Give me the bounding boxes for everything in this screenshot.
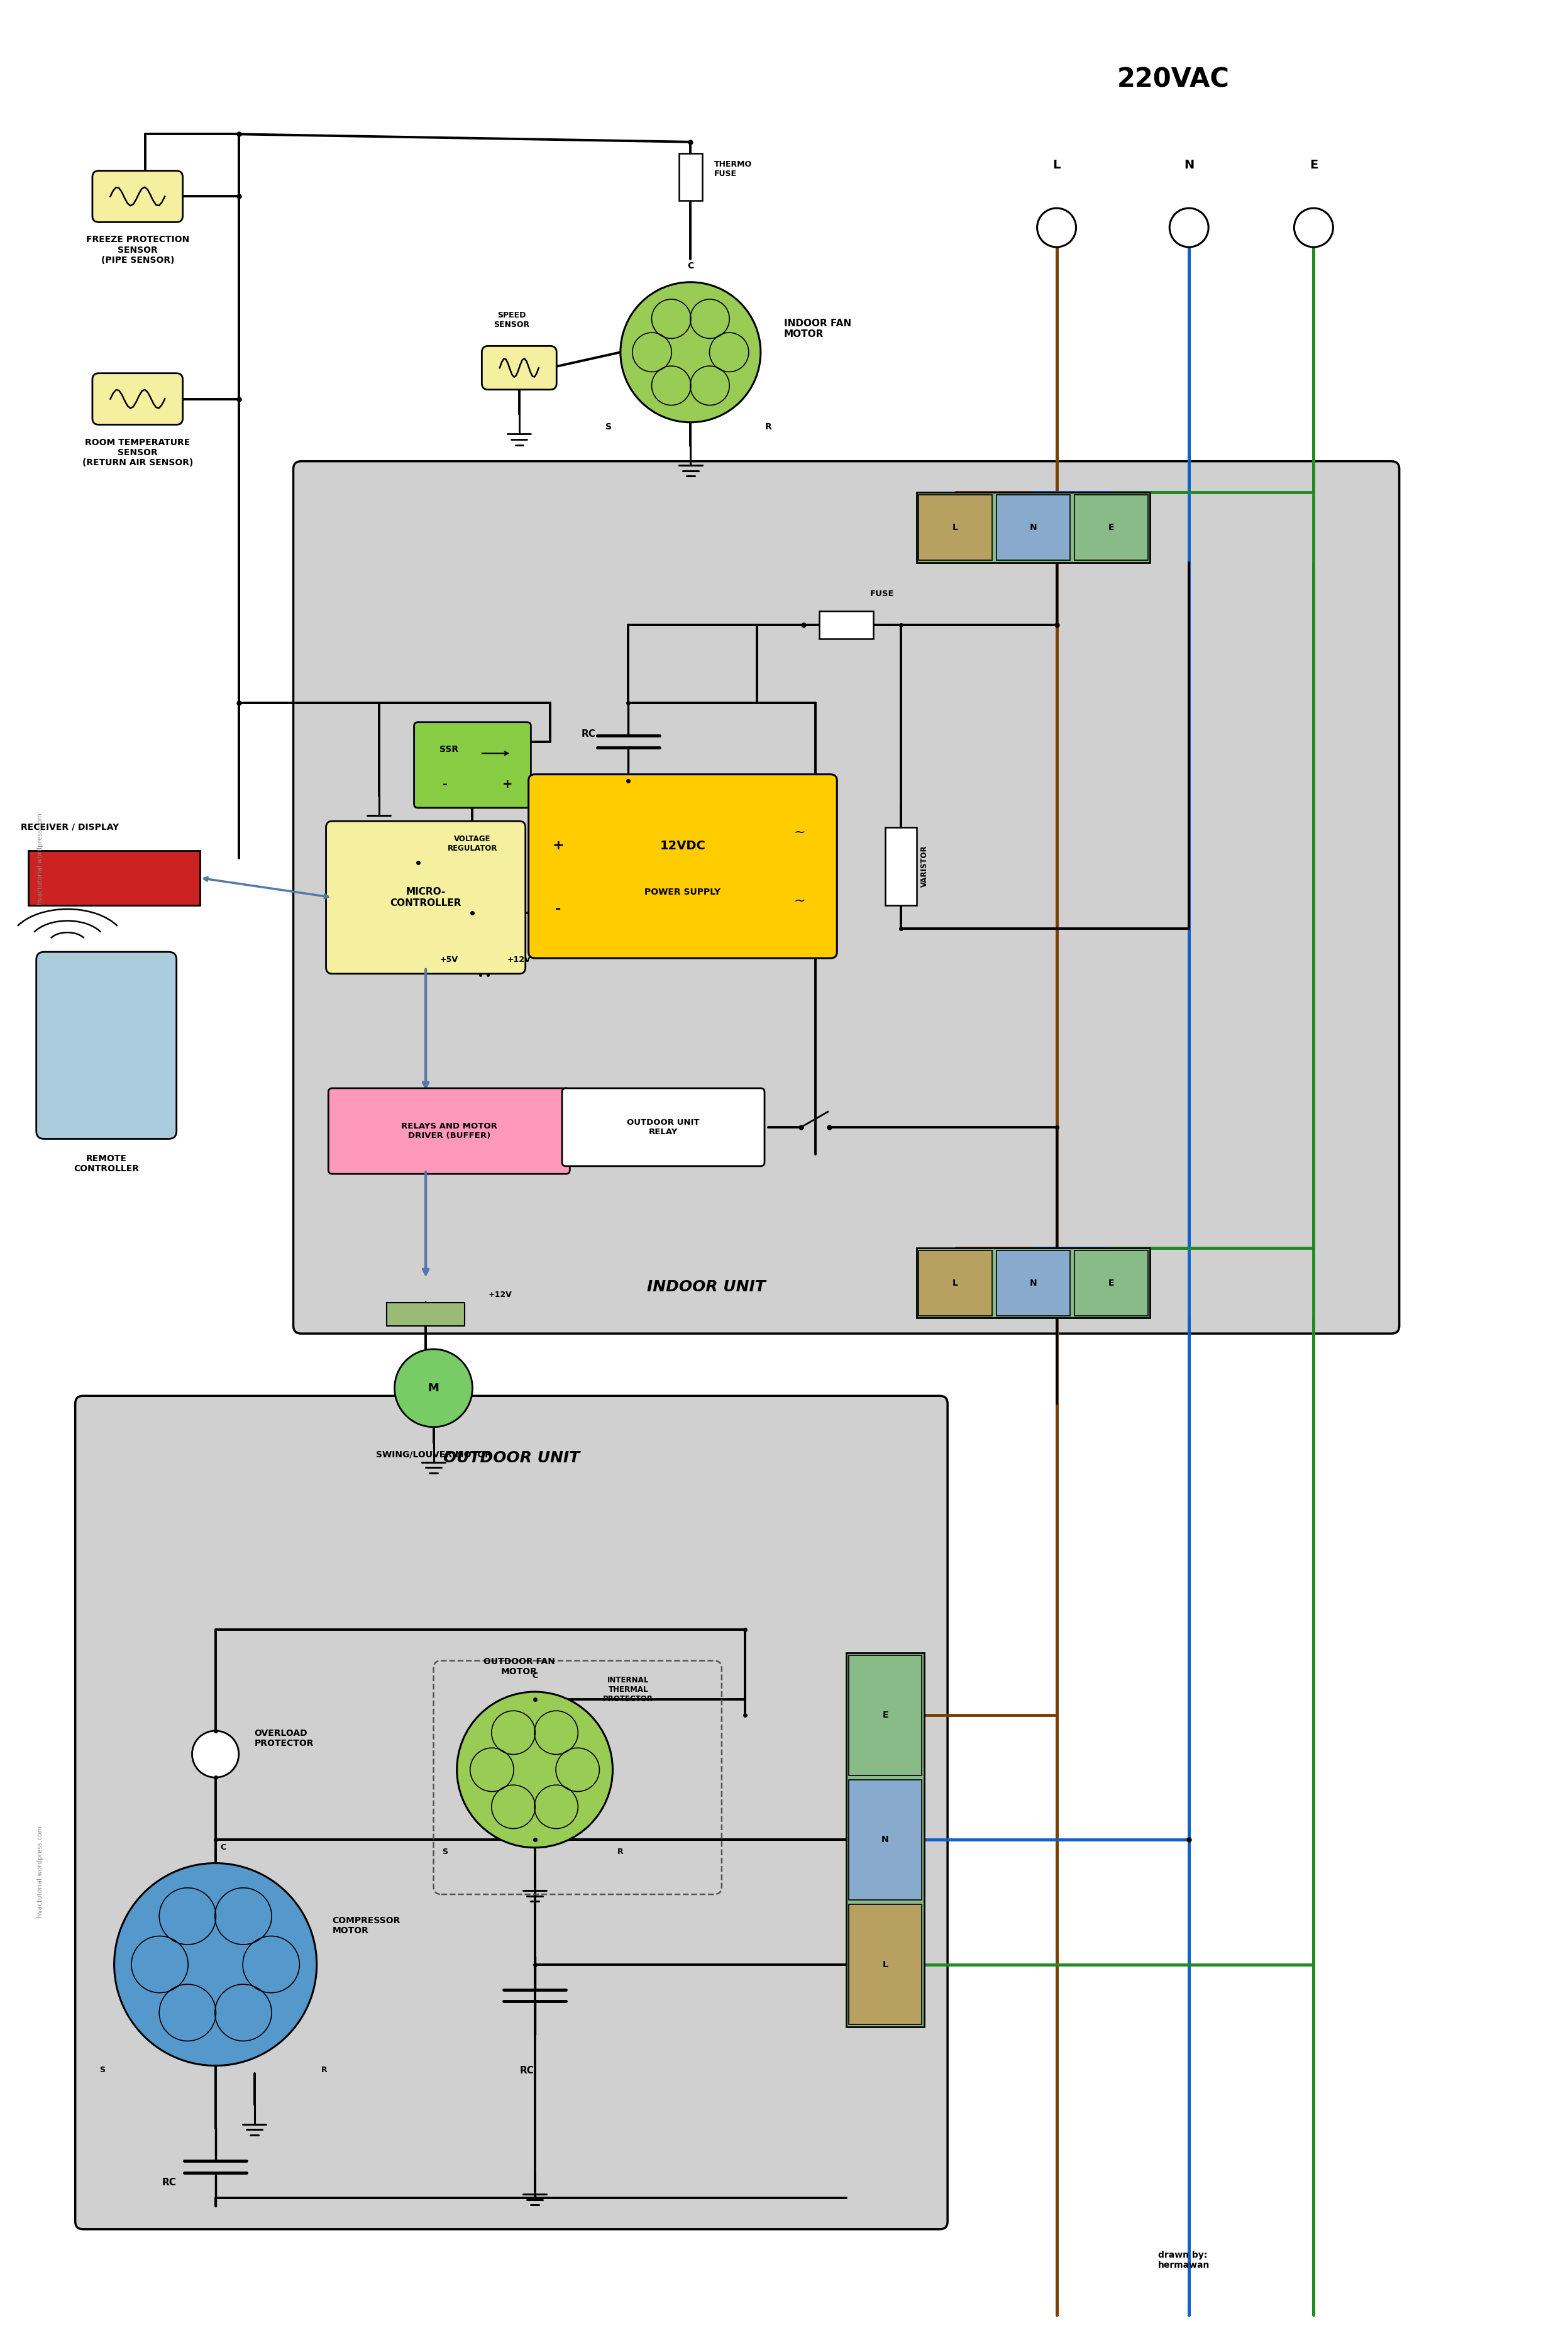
Text: R: R [321, 2066, 328, 2073]
Bar [28, 852, 199, 906]
FancyBboxPatch shape [93, 374, 183, 424]
Text: RECEIVER / DISPLAY: RECEIVER / DISPLAY [20, 824, 119, 831]
Bar [919, 1250, 993, 1315]
Bar [848, 1654, 922, 1776]
Text: +12V: +12V [508, 955, 532, 964]
Text: R: R [765, 421, 771, 431]
Text: S: S [442, 1849, 448, 1856]
FancyBboxPatch shape [528, 775, 837, 957]
Text: M: M [428, 1383, 439, 1395]
Text: L: L [1052, 159, 1060, 171]
Text: MICRO-
CONTROLLER: MICRO- CONTROLLER [390, 887, 461, 908]
Circle shape [621, 283, 760, 421]
Text: POWER SUPPLY: POWER SUPPLY [644, 887, 721, 896]
FancyBboxPatch shape [414, 723, 532, 807]
Text: OUTDOOR FAN
MOTOR: OUTDOOR FAN MOTOR [483, 1657, 555, 1675]
Text: C: C [687, 262, 693, 271]
Text: INDOOR FAN
MOTOR: INDOOR FAN MOTOR [784, 318, 851, 339]
FancyBboxPatch shape [36, 952, 177, 1140]
Text: N: N [1030, 524, 1036, 531]
Circle shape [114, 1863, 317, 2066]
Text: L: L [883, 1961, 887, 1968]
Text: drawn by:
hermawan: drawn by: hermawan [1157, 2251, 1209, 2270]
Circle shape [1294, 208, 1333, 248]
FancyBboxPatch shape [75, 1397, 947, 2230]
Text: INTERNAL
THERMAL
PROTECTOR: INTERNAL THERMAL PROTECTOR [604, 1675, 654, 1704]
Text: OVERLOAD
PROTECTOR: OVERLOAD PROTECTOR [254, 1729, 314, 1748]
Text: RC: RC [582, 730, 596, 739]
Bar [818, 611, 873, 639]
Bar [848, 1905, 922, 2024]
Text: +: + [502, 779, 513, 791]
Text: THERMO
FUSE: THERMO FUSE [713, 161, 751, 178]
Text: RELAYS AND MOTOR
DRIVER (BUFFER): RELAYS AND MOTOR DRIVER (BUFFER) [401, 1123, 497, 1140]
FancyBboxPatch shape [326, 821, 525, 973]
Text: C: C [221, 1844, 226, 1851]
Bar [886, 828, 916, 906]
Text: ~: ~ [793, 894, 806, 908]
FancyBboxPatch shape [293, 461, 1399, 1334]
FancyBboxPatch shape [93, 171, 183, 222]
Text: L: L [952, 1278, 958, 1287]
Circle shape [1170, 208, 1209, 248]
Text: +: + [552, 840, 564, 852]
Bar [997, 1250, 1069, 1315]
Text: COMPRESSOR
MOTOR: COMPRESSOR MOTOR [332, 1916, 400, 1935]
Text: +5V: +5V [441, 955, 458, 964]
Text: SSR: SSR [439, 744, 458, 753]
FancyBboxPatch shape [328, 1088, 569, 1175]
Text: E: E [1109, 524, 1115, 531]
Text: -: - [442, 779, 448, 791]
Bar [1074, 494, 1148, 559]
Bar [916, 1247, 1149, 1317]
Circle shape [191, 1732, 238, 1778]
FancyBboxPatch shape [481, 346, 557, 388]
Text: RC: RC [162, 2179, 177, 2188]
Text: +12V: +12V [488, 1292, 511, 1299]
Text: C: C [532, 1673, 538, 1680]
Text: REMOTE
CONTROLLER: REMOTE CONTROLLER [74, 1154, 140, 1172]
Text: FUSE: FUSE [870, 590, 894, 597]
Text: N: N [1184, 159, 1195, 171]
Text: E: E [883, 1711, 887, 1720]
Text: L: L [952, 524, 958, 531]
Circle shape [1036, 208, 1076, 248]
Text: -: - [555, 903, 561, 915]
Bar [997, 494, 1069, 559]
Bar [916, 491, 1149, 562]
Bar [679, 154, 702, 201]
Circle shape [456, 1692, 613, 1849]
Text: OUTDOOR UNIT: OUTDOOR UNIT [444, 1451, 580, 1465]
Text: N: N [881, 1835, 889, 1844]
Bar [919, 494, 993, 559]
Text: FREEZE PROTECTION
SENSOR
(PIPE SENSOR): FREEZE PROTECTION SENSOR (PIPE SENSOR) [86, 236, 190, 264]
Text: 12VDC: 12VDC [660, 840, 706, 852]
Text: hvactutorial.wordpress.com: hvactutorial.wordpress.com [36, 1825, 42, 1916]
Text: hvactutorial.wordpress.com: hvactutorial.wordpress.com [36, 812, 42, 903]
Text: 220VAC: 220VAC [1116, 66, 1229, 94]
Text: E: E [1309, 159, 1317, 171]
Text: SWING/LOUVER MOTOR: SWING/LOUVER MOTOR [376, 1451, 491, 1460]
FancyBboxPatch shape [561, 1088, 765, 1165]
Text: ROOM TEMPERATURE
SENSOR
(RETURN AIR SENSOR): ROOM TEMPERATURE SENSOR (RETURN AIR SENS… [82, 438, 193, 468]
Text: INDOOR UNIT: INDOOR UNIT [646, 1280, 765, 1294]
Text: VARISTOR: VARISTOR [920, 845, 928, 887]
Text: N: N [1030, 1278, 1036, 1287]
Text: R: R [618, 1849, 624, 1856]
Text: S: S [100, 2066, 105, 2073]
Circle shape [395, 1350, 472, 1427]
Text: RC: RC [519, 2066, 535, 2076]
Bar [848, 1781, 922, 1900]
Bar [1074, 1250, 1148, 1315]
Text: E: E [1109, 1278, 1115, 1287]
Bar [847, 1652, 924, 2026]
Bar [387, 1303, 464, 1327]
Text: S: S [605, 421, 612, 431]
Text: VOLTAGE
REGULATOR: VOLTAGE REGULATOR [447, 835, 497, 852]
Text: OUTDOOR UNIT
RELAY: OUTDOOR UNIT RELAY [627, 1119, 699, 1135]
Text: SPEED
SENSOR: SPEED SENSOR [494, 311, 530, 330]
Text: ~: ~ [793, 826, 806, 838]
